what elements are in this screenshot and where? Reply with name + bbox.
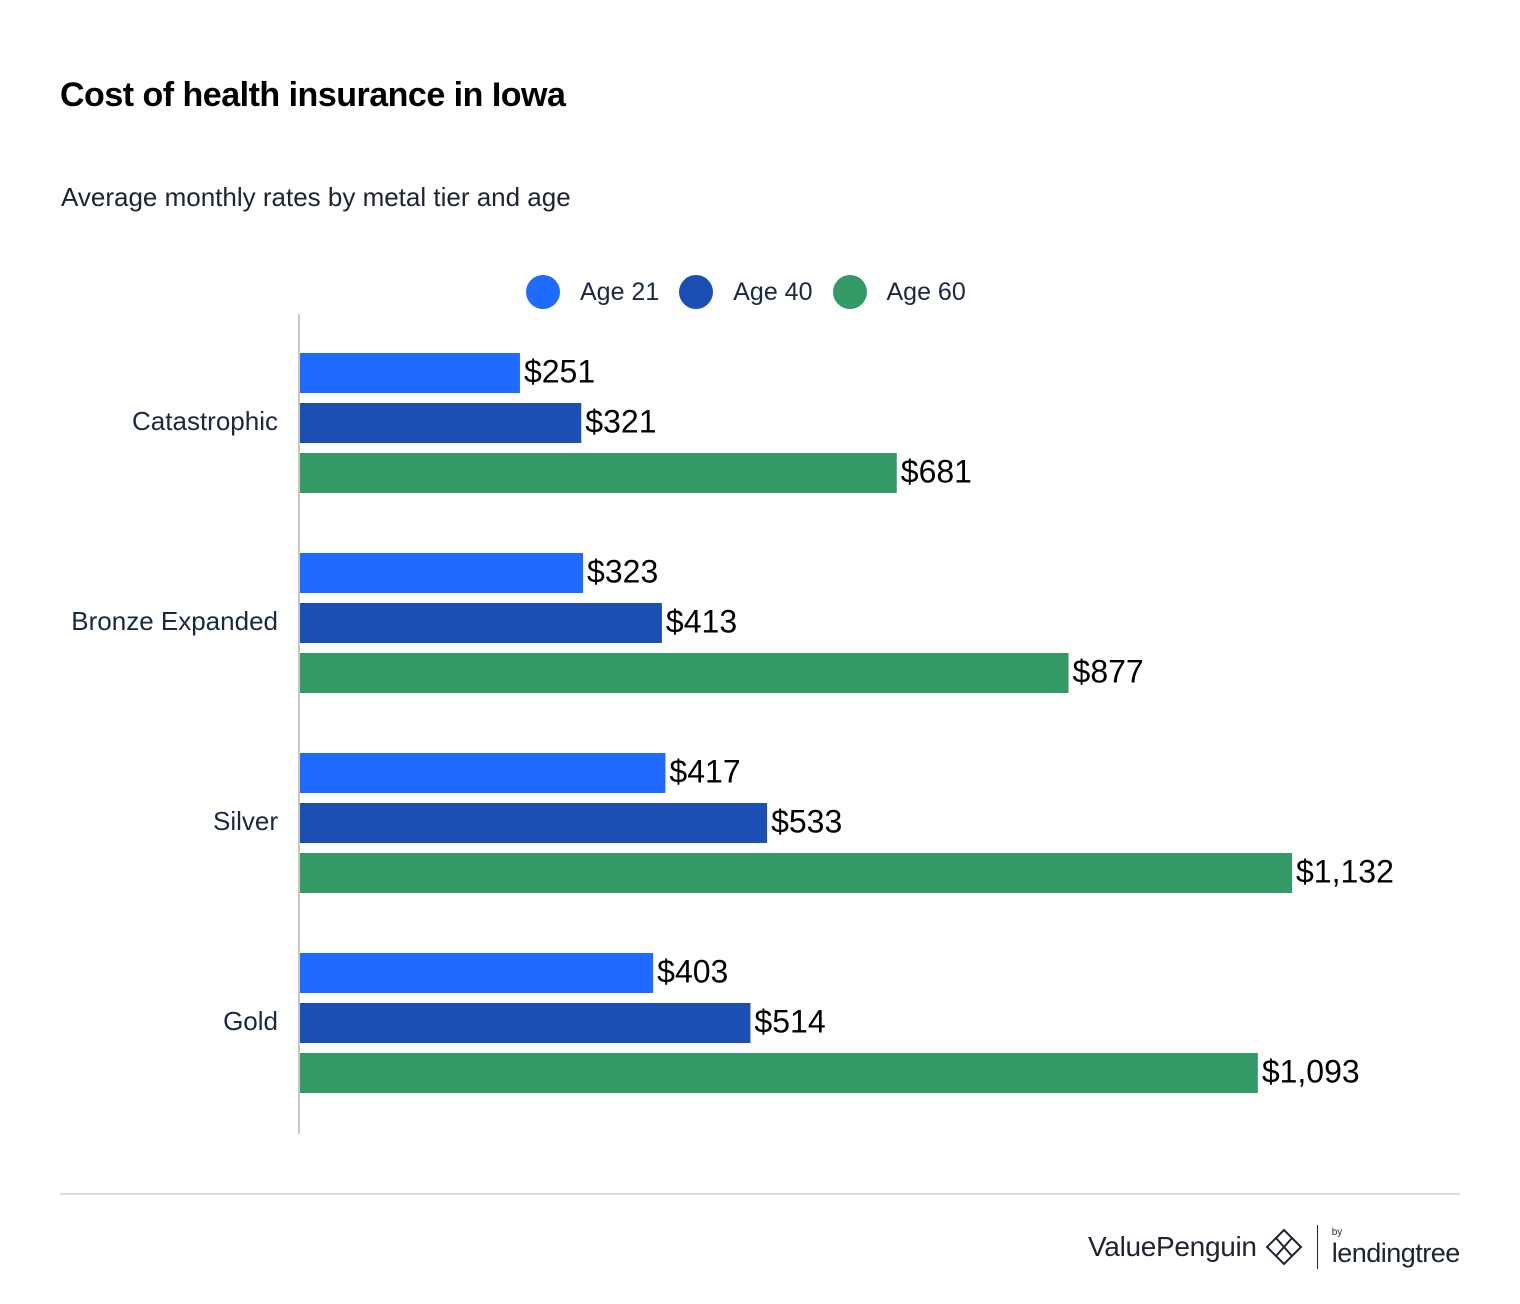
bar-value-label: $514 [754,1003,825,1039]
legend-label-age-40: Age 40 [733,277,813,306]
bar [300,1053,1258,1093]
footer-divider [60,1193,1460,1195]
bar [300,353,520,393]
bar [300,553,584,593]
category-label: Catastrophic [132,406,278,436]
bar-chart: Catastrophic $251 $321 $681 Bronze Expanded $… [71,314,1394,1134]
chart-title: Cost of health insurance in Iowa [60,76,566,114]
brand-valuepenguin: ValuePenguin [1088,1231,1257,1262]
bar [300,953,654,993]
bar-value-label: $413 [666,603,737,639]
legend-swatch-age-21 [526,275,560,309]
category-label: Silver [213,806,278,836]
bar [300,603,662,643]
brand-separator [1316,1225,1318,1269]
legend-item-age-60: Age 60 [832,275,966,309]
bar-value-label: $533 [771,803,842,839]
chart-subtitle: Average monthly rates by metal tier and … [61,182,571,212]
legend-label-age-21: Age 21 [580,277,660,306]
bar-value-label: $417 [669,753,740,789]
brand-lendingtree-name: lendingtree [1331,1237,1461,1268]
bar [300,853,1292,893]
legend-label-age-60: Age 60 [886,277,966,306]
bar-group: Catastrophic $251 $321 $681 Bronze Expanded $… [71,353,1394,1093]
bar-value-label: $681 [901,453,972,489]
category-label: Bronze Expanded [71,606,278,636]
bar-value-label: $403 [657,953,728,989]
brand-by-label: by [1331,1226,1343,1238]
bar-value-label: $251 [524,353,595,389]
bar [300,803,768,843]
bar [300,403,582,443]
bar [300,1003,751,1043]
brand-footer: ValuePenguin by lendingtree [1088,1222,1460,1272]
legend-swatch-age-40 [679,275,714,309]
legend-swatch-age-60 [832,275,867,309]
bar-value-label: $321 [585,403,656,439]
bar-value-label: $1,093 [1262,1053,1360,1089]
chart-legend: Age 21 Age 40 Age 60 [526,274,986,310]
bar-value-label: $323 [587,553,658,589]
brand-lendingtree: by lendingtree [1331,1226,1461,1268]
bar-value-label: $877 [1073,653,1144,689]
legend-item-age-40: Age 40 [679,275,813,309]
bar [300,453,897,493]
legend-item-age-21: Age 21 [526,275,659,309]
valuepenguin-logo-icon [1265,1228,1303,1266]
bar [300,753,666,793]
bar [300,653,1069,693]
category-label: Gold [223,1006,278,1036]
bar-value-label: $1,132 [1296,853,1394,889]
